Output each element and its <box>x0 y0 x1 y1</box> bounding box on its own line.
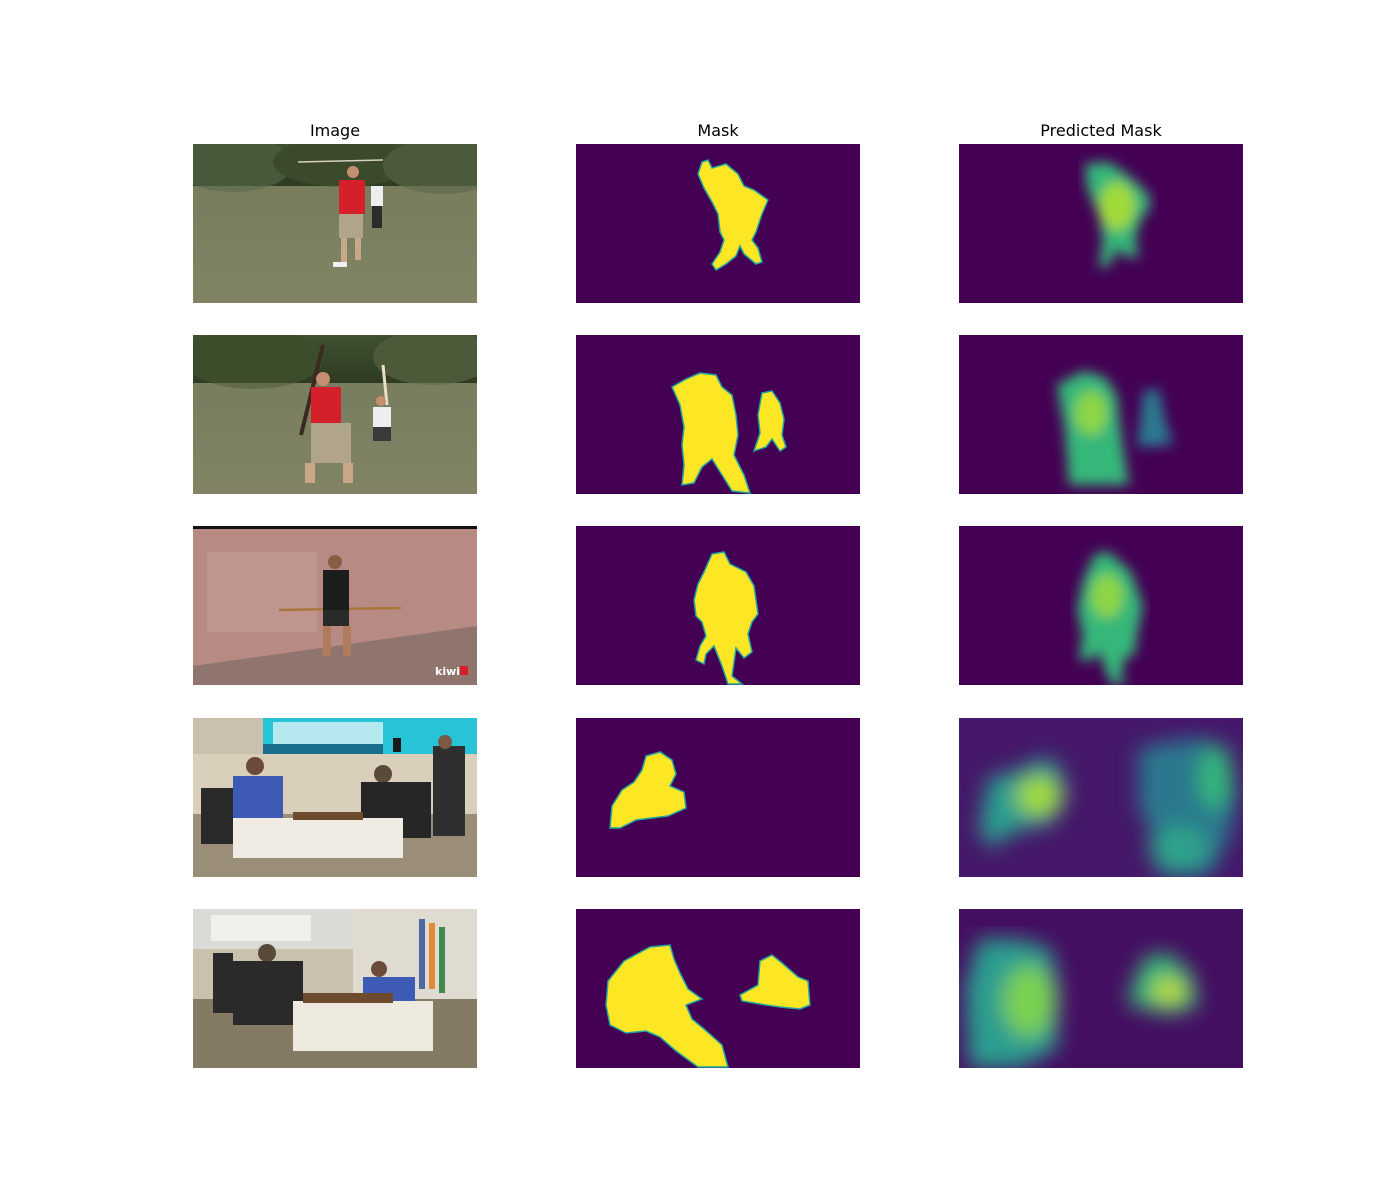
mask-park-two-fighters <box>576 335 860 494</box>
column-title-image: Image <box>309 121 361 140</box>
photo-park-two-fighters <box>193 335 477 494</box>
predicted-mask-park-single-fighter <box>959 144 1243 303</box>
kiwi-watermark: kiwi <box>435 665 460 678</box>
photo-park-single-fighter <box>193 144 477 303</box>
predicted-mask-chess-match-right <box>959 909 1243 1068</box>
mask-chess-match-left <box>576 718 860 877</box>
photo-chess-match-right <box>193 909 477 1068</box>
mask-chess-match-right <box>576 909 860 1068</box>
predicted-mask-chess-match-left <box>959 718 1243 877</box>
predicted-mask-park-two-fighters <box>959 335 1243 494</box>
column-title-predicted-mask: Predicted Mask <box>1040 121 1162 140</box>
predicted-mask-wall-staff-fighter <box>959 526 1243 685</box>
mask-park-single-fighter <box>576 144 860 303</box>
column-title-mask: Mask <box>697 121 739 140</box>
photo-wall-staff-fighter: kiwi <box>193 526 477 685</box>
mask-wall-staff-fighter <box>576 526 860 685</box>
photo-chess-match-left <box>193 718 477 877</box>
